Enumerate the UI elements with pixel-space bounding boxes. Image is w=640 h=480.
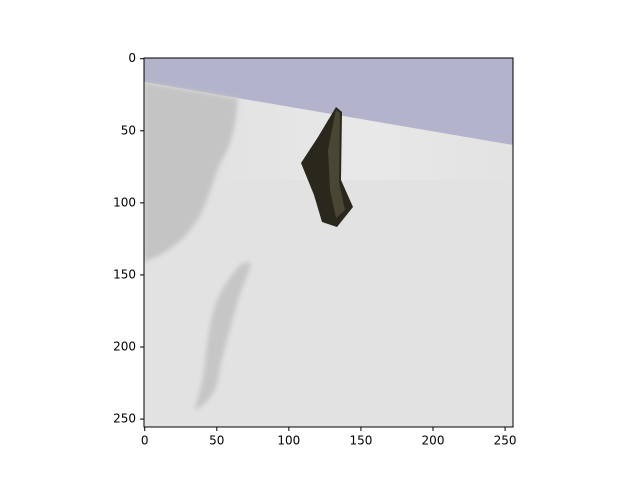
x-tick-label: 200 — [422, 434, 445, 448]
y-tick-label: 50 — [121, 123, 136, 137]
object-face — [328, 110, 345, 218]
shadow — [194, 262, 251, 410]
x-tick-label: 250 — [494, 434, 517, 448]
y-tick-label: 200 — [113, 340, 136, 354]
x-tick-label: 100 — [277, 434, 300, 448]
y-tick-label: 100 — [113, 195, 136, 209]
sky — [144, 58, 513, 145]
x-tick-label: 0 — [141, 434, 149, 448]
shadow — [144, 82, 238, 262]
y-tick-label: 150 — [113, 267, 136, 281]
axes-frame — [143, 57, 514, 428]
y-tick-label: 0 — [128, 51, 136, 65]
y-tick-label: 250 — [113, 412, 136, 426]
x-tick-label: 150 — [349, 434, 372, 448]
x-tick-label: 50 — [209, 434, 224, 448]
image — [144, 58, 513, 427]
